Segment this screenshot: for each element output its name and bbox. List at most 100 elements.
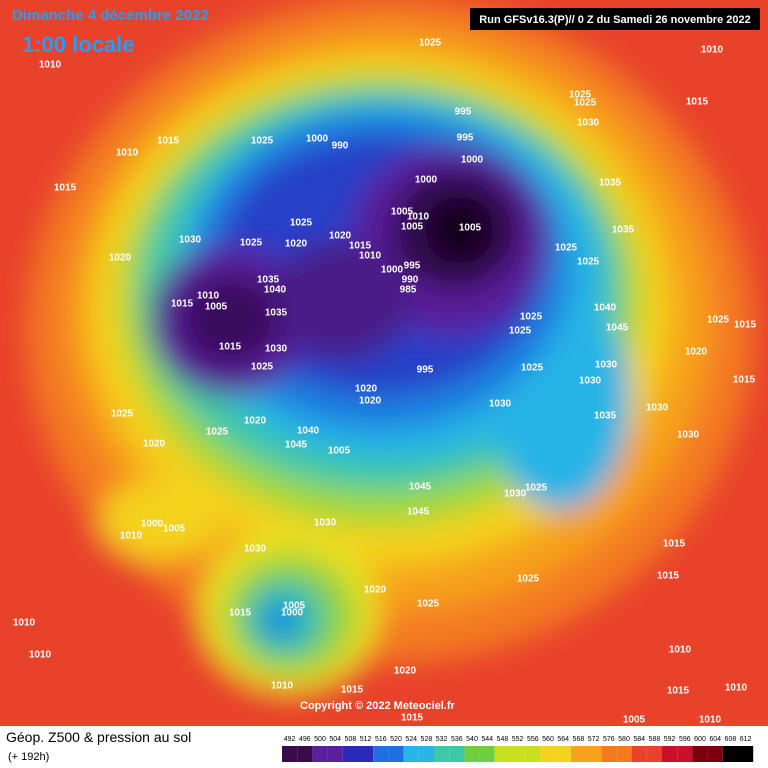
isobar-label: 1005 [328,446,351,457]
isobar-label: 1045 [285,440,308,451]
colorbar-tick-label: 516 [375,736,387,743]
colorbar-tick-label: 552 [512,736,524,743]
colorbar-swatch [449,746,465,762]
isobar-label: 1015 [686,97,709,108]
isobar-label: 1010 [197,291,220,302]
colorbar-tick-label: 496 [299,736,311,743]
isobar-label: 1010 [13,618,36,629]
colorbar-swatch [434,746,450,762]
isobar-label: 1010 [271,681,294,692]
isobar-label: 985 [400,285,417,296]
isobar-label: 1015 [349,241,372,252]
colorbar-swatch [692,746,708,762]
colorbar-swatch [601,746,617,762]
isobar-label: 1045 [606,323,629,334]
colorbar-swatch [540,746,556,762]
isobar-label: 1010 [29,650,52,661]
date: Dimanche 4 décembre 2022 [12,7,209,24]
isobar-label: 1045 [409,482,432,493]
colorbar-swatch [312,746,328,762]
colorbar: 492 496 500 504 508 512 516 520 524 528 532 536 540 5… [282,736,754,762]
isobar-label: 1020 [285,239,308,250]
footer-subtitle: (+ 192h) [8,751,49,763]
colorbar-tick-label: 528 [421,736,433,743]
isobar-label: 1015 [229,608,252,619]
isobar-label: 1010 [725,683,748,694]
colorbar-swatch [510,746,526,762]
isobar-label: 1010 [701,45,724,56]
colorbar-swatch [570,746,586,762]
isobar-label: 1025 [419,38,442,49]
isobar-label: 1005 [283,601,306,612]
colorbar-swatch [373,746,389,762]
colorbar-swatch [555,746,571,762]
colorbar-swatch [616,746,632,762]
colorbar-swatch [358,746,374,762]
isobar-label: 990 [332,141,349,152]
colorbar-swatch [707,746,723,762]
colorbar-swatch [297,746,313,762]
isobar-label: 1025 [577,257,600,268]
colorbar-tick-label: 512 [360,736,372,743]
isobar-label: 1030 [265,344,288,355]
colorbar-swatch [418,746,434,762]
isobar-label: 1020 [364,585,387,596]
footer-title: Géop. Z500 & pression au sol [6,729,191,745]
isobar-label: 1010 [407,212,430,223]
isobar-label: 1000 [461,155,484,166]
colorbar-swatch [327,746,343,762]
colorbar-tick-label: 508 [345,736,357,743]
isobar-label: 1015 [667,686,690,697]
isobar-label: 1025 [517,574,540,585]
colorbar-swatch [646,746,662,762]
isobar-label: 1020 [685,347,708,358]
isobar-label: 1000 [141,519,164,530]
isobar-label: 1025 [521,363,544,374]
colorbar-swatch [631,746,647,762]
isobar-label: 1010 [120,531,143,542]
isobar-label: 1020 [109,253,132,264]
isobar-label: 1030 [244,544,267,555]
run-info: Run GFSv16.3(P)// 0 Z du Samedi 26 novem… [479,14,750,26]
colorbar-tick-label: 600 [694,736,706,743]
isobar-label: 1015 [54,183,77,194]
isobar-label: 1000 [306,134,329,145]
colorbar-tick-label: 572 [588,736,600,743]
isobar-label: 1020 [143,439,166,450]
isobar-label: 1030 [314,518,337,529]
colorbar-swatch [722,746,738,762]
isobar-label: 1040 [264,285,287,296]
isobar-label: 1015 [171,299,194,310]
colorbar-tick-label: 588 [649,736,661,743]
isobar-label: 1015 [401,713,424,724]
colorbar-tick-label: 568 [573,736,585,743]
isobar-label: 1030 [595,360,618,371]
colorbar-tick-label: 556 [527,736,539,743]
colorbar-swatch [662,746,678,762]
isobar-label: 1015 [157,136,180,147]
colorbar-tick-label: 500 [314,736,326,743]
colorbar-tick-label: 548 [497,736,509,743]
colorbar-tick-label: 520 [390,736,402,743]
colorbar-swatch [388,746,404,762]
isobar-label: 1025 [111,409,134,420]
colorbar-tick-label: 604 [709,736,721,743]
isobar-label: 1025 [251,362,274,373]
isobar-label: 1005 [459,223,482,234]
isobar-label: 1045 [407,507,430,518]
isobar-label: 1010 [116,148,139,159]
isobar-label: 1020 [355,384,378,395]
colorbar-tick-label: 608 [725,736,737,743]
colorbar-tick-label: 536 [451,736,463,743]
isobar-label: 1025 [520,312,543,323]
isobar-label: 1025 [417,599,440,610]
isobar-label: 1020 [244,416,267,427]
isobar-label: 1015 [733,375,756,386]
isobar-label: 1015 [341,685,364,696]
isobar-label: 1030 [677,430,700,441]
isobar-label: 1035 [599,178,622,189]
colorbar-swatch [586,746,602,762]
